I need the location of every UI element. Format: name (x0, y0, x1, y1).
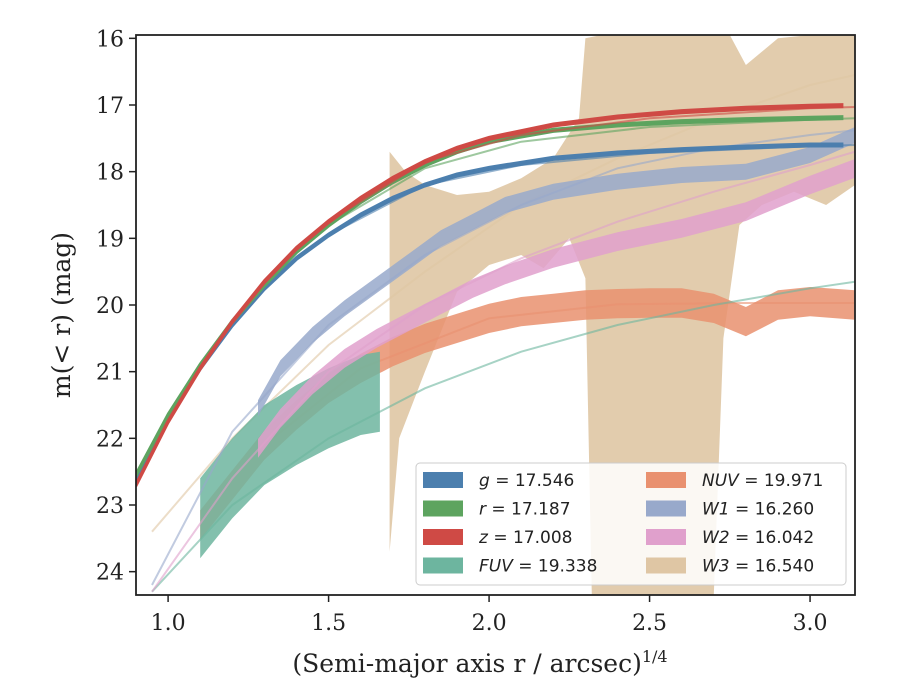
legend-label: NUV = 19.971 (702, 471, 823, 491)
y-axis-title: m(< r) (mag) (47, 232, 76, 398)
legend-item-w1: W1 = 16.260 (646, 500, 814, 520)
x-tick-label: 1.5 (311, 611, 346, 636)
legend-label: FUV = 19.338 (479, 557, 597, 577)
y-tick-label: 21 (96, 361, 124, 386)
legend-label: W2 = 16.042 (702, 528, 814, 548)
legend-item-w3: W3 = 16.540 (646, 557, 814, 577)
x-axis-title: (Semi-major axis r / arcsec)1/4 (292, 647, 667, 678)
y-tick-label: 17 (96, 94, 124, 119)
legend-swatch (646, 529, 686, 545)
series-z (136, 103, 855, 487)
legend-swatch (423, 529, 463, 545)
band-fuv (200, 351, 380, 559)
x-tick-label: 2.0 (472, 611, 507, 636)
legend-item-r: r = 17.187 (423, 500, 571, 520)
model-r (328, 117, 855, 226)
series-w2 (151, 150, 855, 593)
x-tick-label: 1.0 (151, 611, 186, 636)
legend-swatch (646, 557, 686, 574)
x-tick-label: 3.0 (793, 611, 828, 636)
legend-swatch (423, 557, 463, 574)
model-w1 (151, 129, 855, 586)
model-z (328, 106, 855, 223)
legend-swatch (646, 472, 686, 488)
legend-label: g = 17.546 (479, 471, 574, 491)
legend-label: W1 = 16.260 (702, 500, 814, 520)
plot-frame (135, 34, 856, 596)
y-tick-label: 16 (96, 27, 124, 52)
y-tick-label: 23 (96, 494, 124, 519)
legend-swatch (423, 472, 463, 488)
x-axis: 1.0 1.5 2.0 2.5 3.0 (151, 595, 828, 636)
x-tick-label: 2.5 (632, 611, 667, 636)
legend-item-w2: W2 = 16.042 (646, 528, 814, 548)
y-tick-label: 18 (96, 161, 124, 186)
band-w2 (258, 159, 855, 458)
band-nuv (200, 287, 855, 540)
model-fuv (151, 280, 855, 593)
legend-label: z = 17.008 (478, 528, 572, 548)
y-tick-label: 24 (96, 561, 124, 586)
legend-label: r = 17.187 (479, 500, 571, 520)
legend-swatch (646, 500, 686, 517)
legend-label: W3 = 16.540 (702, 557, 814, 577)
series-fuv (151, 280, 855, 593)
y-tick-label: 20 (96, 294, 124, 319)
series-w1 (151, 127, 855, 586)
legend-box (415, 462, 847, 586)
plot-area (136, 35, 855, 595)
y-tick-label: 22 (96, 427, 124, 452)
band-w1 (258, 127, 855, 417)
legend-item-nuv: NUV = 19.971 (646, 471, 823, 491)
y-axis: 16 17 18 19 20 21 22 23 24 (96, 27, 136, 586)
legend-swatch (423, 500, 463, 517)
model-g (328, 144, 855, 236)
legend-item-z: z = 17.008 (423, 528, 572, 548)
legend-item-g: g = 17.546 (423, 471, 574, 491)
y-tick-label: 19 (96, 227, 124, 252)
model-w2 (151, 150, 855, 593)
series-g (136, 142, 855, 481)
legend-item-fuv: FUV = 19.338 (423, 557, 597, 577)
legend: g = 17.546 r = 17.187 z = 17.008 FUV = 19.3… (415, 462, 847, 586)
